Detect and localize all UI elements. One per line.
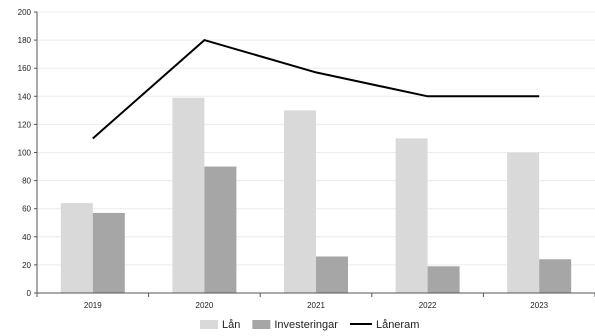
- y-tick-label: 0: [27, 289, 32, 298]
- series-line: [92, 38, 540, 140]
- y-tick-label: 100: [18, 149, 32, 158]
- bar-layer: [60, 97, 572, 293]
- legend-swatch: [200, 320, 218, 329]
- bar: [316, 256, 348, 293]
- axis-layer: 0 20 40 60 80 100 120 140 160 180 200 2019 2020 2021 2…: [18, 8, 595, 310]
- legend-label: Lån: [222, 319, 240, 331]
- x-tick-label: 2021: [307, 301, 325, 310]
- legend-label: Investeringar: [274, 319, 338, 331]
- bar: [284, 110, 316, 293]
- legend-label: Låneram: [376, 319, 419, 331]
- bar: [539, 259, 572, 293]
- legend-item: Lån: [200, 319, 240, 331]
- y-tick-label: 60: [22, 205, 31, 214]
- x-tick-label: 2022: [419, 301, 437, 310]
- x-tick-label: 2020: [196, 301, 214, 310]
- y-tick-label: 140: [18, 92, 32, 101]
- line-layer: [92, 38, 540, 140]
- bar: [172, 97, 205, 293]
- y-tick-label: 80: [22, 177, 31, 186]
- x-tick-label: 2023: [530, 301, 548, 310]
- legend-swatch: [252, 320, 271, 329]
- bar: [395, 138, 428, 293]
- bar: [507, 152, 540, 293]
- bar: [92, 212, 125, 293]
- bar: [60, 203, 93, 293]
- y-tick-label: 20: [22, 261, 31, 270]
- y-tick-label: 120: [18, 120, 32, 129]
- y-tick-label: 160: [18, 64, 32, 73]
- bar: [204, 166, 237, 293]
- bar: [427, 266, 460, 293]
- legend: Lån Investeringar Låneram: [200, 319, 419, 331]
- y-tick-label: 200: [18, 8, 32, 17]
- x-tick-label: 2019: [84, 301, 102, 310]
- legend-item: Låneram: [349, 319, 419, 331]
- y-tick-label: 180: [18, 36, 32, 45]
- legend-item: Investeringar: [252, 319, 338, 331]
- y-tick-label: 40: [22, 233, 31, 242]
